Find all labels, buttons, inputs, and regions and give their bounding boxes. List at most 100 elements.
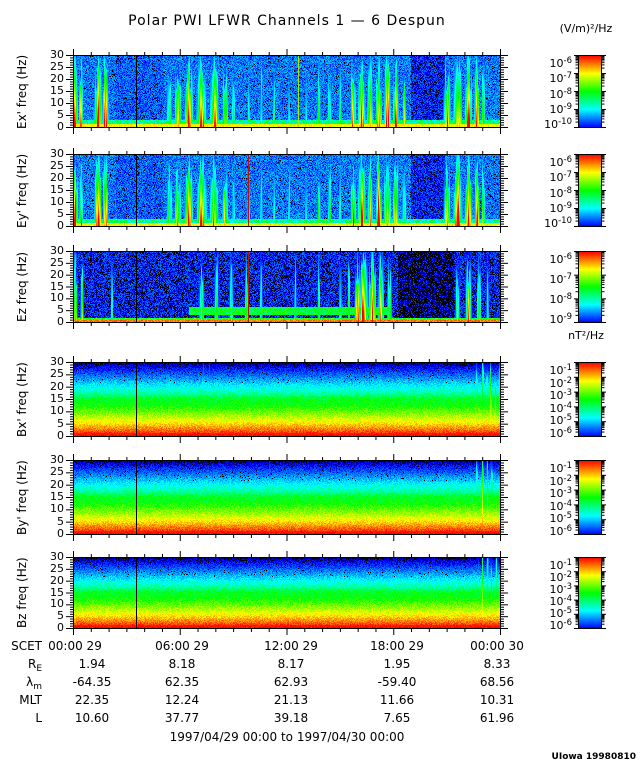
y-axis-label-Bz: Bz freq (Hz) — [15, 557, 29, 629]
ephemeris-value: 8.17 — [277, 657, 305, 671]
colorbar-label: 10-6 — [549, 618, 572, 632]
freq-tick-label: 5 — [57, 514, 64, 528]
page-title: Polar PWI LFWR Channels 1 — 6 Despun — [128, 13, 446, 29]
ephemeris-value: 62.35 — [164, 675, 200, 689]
colorbar-canvas-Ez — [578, 251, 602, 323]
freq-tick-label: 15 — [50, 183, 64, 196]
colorbar-ticks-By — [574, 460, 606, 535]
colorbar-label: 10-6 — [549, 252, 572, 266]
ephemeris-value: 21.13 — [273, 693, 309, 707]
freq-tick-label: 15 — [50, 490, 64, 503]
axis-ticks-Bz — [66, 551, 508, 635]
colorbar-ticks-Ex — [574, 55, 606, 128]
colorbar-ticks-Bx — [574, 362, 606, 437]
y-axis-label-Bx: Bx' freq (Hz) — [15, 362, 29, 437]
spectrogram-canvas-Bz — [73, 557, 501, 629]
ephemeris-value: 1.94 — [78, 657, 106, 671]
axis-ticks-Ey — [66, 148, 508, 233]
colorbar-Ez — [574, 251, 606, 323]
axis-ticks-Ez — [66, 245, 508, 329]
freq-tick-label: 0 — [57, 219, 64, 232]
freq-tick-label: 0 — [57, 120, 64, 133]
freq-tick-label: 20 — [50, 267, 64, 281]
spectrogram-panel-Bz — [66, 551, 508, 635]
freq-tick-label: 10 — [50, 502, 64, 516]
freq-tick-label: 25 — [50, 367, 64, 381]
scet-tick-label: 00:00 30 — [470, 639, 524, 653]
freq-tick-label: 0 — [57, 429, 64, 442]
spectrogram-canvas-Ey — [73, 154, 501, 227]
colorbar-label: 10-6 — [549, 155, 572, 169]
colorbar-By — [574, 460, 606, 535]
ephemeris-value: -59.40 — [377, 675, 417, 689]
colorbar-label: 10-2 — [549, 473, 572, 488]
colorbar-label: 10-6 — [549, 524, 572, 538]
ephemeris-value: -64.35 — [72, 675, 112, 689]
freq-tick-label: 15 — [50, 585, 64, 599]
freq-tick-label: 20 — [50, 477, 64, 491]
axis-ticks-By — [66, 454, 508, 541]
freq-tick-label: 5 — [57, 207, 64, 220]
time-range-label: 1997/04/29 00:00 to 1997/04/30 00:00 — [169, 730, 405, 744]
ephemeris-value: 8.33 — [483, 657, 511, 671]
colorbar-Bx — [574, 362, 606, 437]
colorbar-label: 10-5 — [549, 606, 572, 620]
colorbar-label: 10-1 — [549, 461, 572, 475]
colorbar-label: 10-4 — [549, 400, 572, 415]
colorbar-canvas-By — [578, 460, 602, 535]
colorbar-label: 10-1 — [549, 558, 572, 572]
axis-ticks-Bx — [66, 356, 508, 443]
freq-tick-label: 5 — [57, 303, 64, 317]
colorbar-Bz — [574, 557, 606, 629]
freq-tick-label: 20 — [50, 72, 64, 85]
freq-tick-label: 0 — [57, 621, 64, 634]
freq-tick-label: 0 — [57, 315, 64, 328]
colorbar-label: 10-3 — [549, 486, 572, 501]
colorbar-label: 10-4 — [549, 594, 572, 608]
ephemeris-value: 11.66 — [379, 693, 415, 707]
freq-tick-label: 30 — [50, 355, 64, 368]
ephemeris-value: 62.93 — [273, 675, 309, 689]
freq-tick-label: 20 — [50, 171, 64, 184]
colorbar-label: 10-2 — [549, 375, 572, 390]
freq-tick-label: 10 — [50, 404, 64, 418]
y-axis-label-Ez: Ez freq (Hz) — [15, 251, 29, 323]
ephemeris-value: 68.56 — [479, 675, 515, 689]
colorbar-Ex — [574, 55, 606, 128]
colorbar-label: 10-10 — [544, 117, 572, 131]
spectrogram-panel-Ez — [66, 245, 508, 329]
spectrogram-canvas-Bx — [73, 362, 501, 437]
freq-tick-label: 30 — [50, 147, 64, 160]
colorbar-label: 10-1 — [549, 363, 572, 377]
ephemeris-value: 61.96 — [479, 711, 515, 725]
scet-tick-label: 12:00 29 — [264, 639, 318, 653]
colorbar-canvas-Ex — [578, 55, 602, 128]
colorbar-label: 10-9 — [549, 101, 572, 116]
colorbar-label: 10-7 — [549, 71, 572, 86]
spectrogram-panel-Ex — [66, 49, 508, 134]
freq-tick-label: 5 — [57, 609, 64, 623]
y-axis-label-Ex: Ex' freq (Hz) — [15, 54, 29, 129]
spectrogram-panel-Bx — [66, 356, 508, 443]
colorbar-canvas-Bx — [578, 362, 602, 437]
spectrogram-canvas-By — [73, 460, 501, 535]
ephemeris-row-label: MLT — [19, 693, 42, 707]
ephemeris-value: 12.24 — [164, 693, 200, 707]
freq-tick-label: 20 — [50, 573, 64, 587]
colorbar-label: 10-8 — [549, 292, 572, 306]
colorbar-label: 10-8 — [549, 86, 572, 101]
spectrogram-panel-By — [66, 454, 508, 541]
spectrogram-canvas-Ex — [73, 55, 501, 128]
colorbar-Ey — [574, 154, 606, 227]
colorbar-label: 10-5 — [549, 413, 572, 428]
freq-tick-label: 30 — [50, 244, 64, 257]
colorbar-ticks-Bz — [574, 557, 606, 629]
colorbar-label: 10-9 — [549, 312, 572, 326]
freq-tick-label: 10 — [50, 195, 64, 208]
ephemeris-row-label: L — [35, 711, 42, 725]
ephemeris-value: 22.35 — [74, 693, 110, 707]
freq-tick-label: 15 — [50, 392, 64, 405]
freq-tick-label: 25 — [50, 60, 64, 73]
credit-label: UIowa 19980810 — [551, 752, 636, 762]
